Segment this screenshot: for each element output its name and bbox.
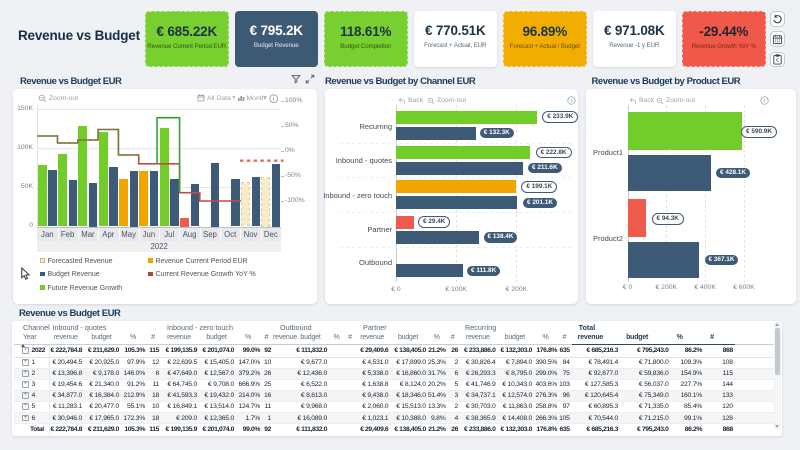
svg-text:€: € bbox=[776, 58, 779, 64]
